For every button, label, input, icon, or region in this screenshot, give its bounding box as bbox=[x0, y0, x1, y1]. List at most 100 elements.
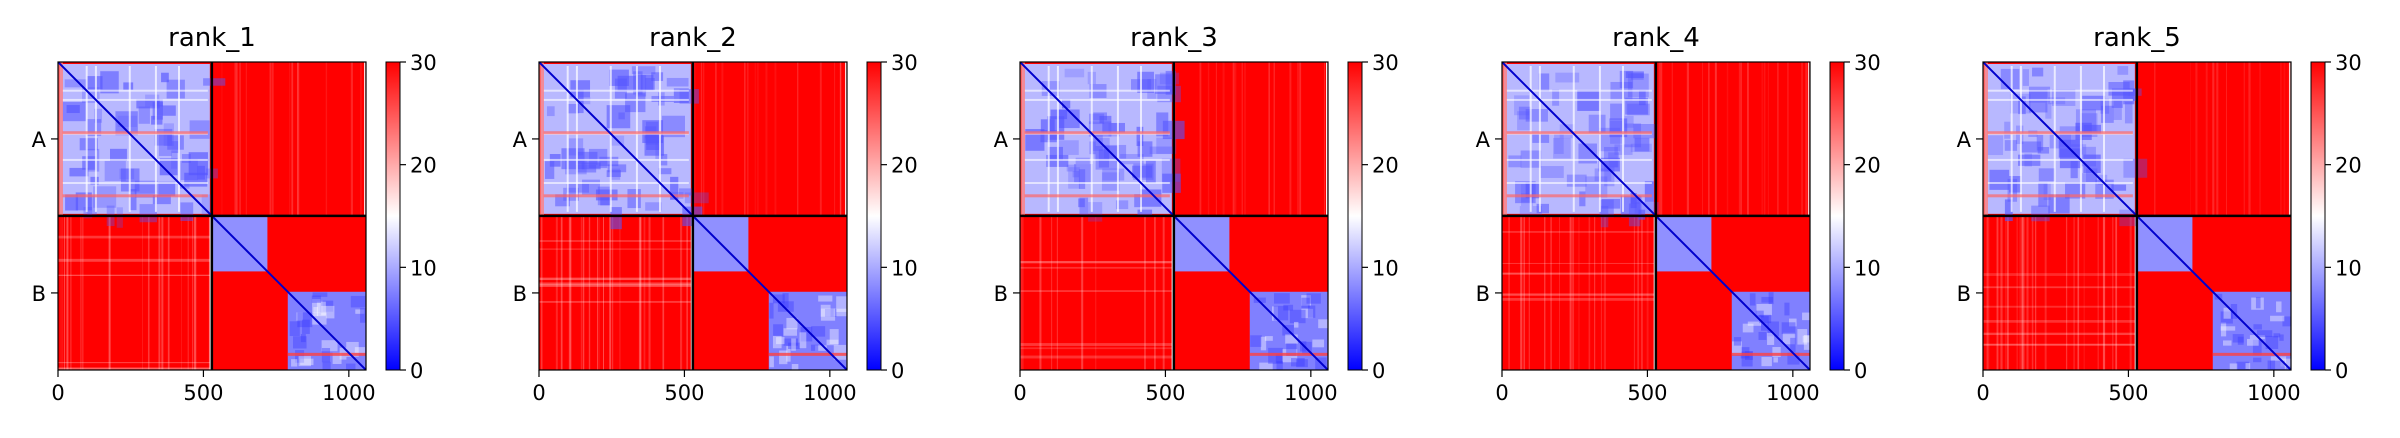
matrix-stripe bbox=[598, 215, 600, 370]
matrix-stripe bbox=[539, 277, 693, 281]
matrix-cell bbox=[833, 344, 846, 360]
matrix-stripe bbox=[62, 215, 64, 370]
matrix-stripe bbox=[269, 62, 272, 216]
matrix-cell bbox=[116, 207, 123, 228]
matrix-stripe bbox=[1983, 343, 2137, 346]
matrix-cell bbox=[1296, 359, 1308, 368]
matrix-cell bbox=[1293, 321, 1299, 328]
matrix-stripe bbox=[2134, 215, 2136, 370]
matrix-cell bbox=[355, 309, 365, 314]
matrix-cell bbox=[600, 195, 611, 206]
matrix-cell bbox=[297, 312, 313, 328]
matrix-cell bbox=[2037, 147, 2050, 154]
matrix-stripe bbox=[1289, 62, 1292, 216]
matrix-stripe bbox=[1987, 158, 2133, 161]
matrix-stripe bbox=[2212, 62, 2215, 216]
matrix-stripe bbox=[1235, 62, 1237, 216]
colorbar-tick-label: 10 bbox=[1372, 256, 1399, 280]
matrix-stripe bbox=[58, 258, 212, 262]
matrix-cell bbox=[815, 345, 827, 351]
matrix-cell bbox=[1761, 356, 1772, 367]
colorbar-tick-label: 0 bbox=[1854, 359, 1867, 383]
matrix-cell bbox=[321, 305, 327, 316]
matrix-cell bbox=[1260, 336, 1267, 351]
matrix-cell bbox=[2256, 330, 2273, 337]
matrix-stripe bbox=[1024, 98, 1170, 101]
matrix-cell bbox=[87, 195, 97, 216]
matrix-stripe bbox=[364, 62, 365, 216]
matrix-stripe bbox=[1686, 62, 1689, 216]
matrix-stripe bbox=[1715, 62, 1717, 216]
matrix-cell bbox=[2279, 334, 2284, 341]
matrix-cell bbox=[2083, 124, 2102, 135]
matrix-cell bbox=[2280, 358, 2291, 367]
matrix-stripe bbox=[1569, 215, 1572, 370]
matrix-cell bbox=[599, 156, 619, 167]
matrix-cell bbox=[110, 148, 127, 161]
matrix-cell bbox=[296, 312, 303, 321]
matrix-stripe bbox=[2226, 62, 2227, 216]
matrix-cell bbox=[2220, 311, 2233, 324]
matrix-stripe bbox=[2289, 62, 2291, 216]
matrix-cell bbox=[782, 293, 789, 308]
matrix-stripe bbox=[1808, 62, 1809, 216]
matrix-cell bbox=[1733, 337, 1742, 346]
x-tick-label: 1000 bbox=[803, 381, 856, 405]
matrix-cell bbox=[810, 344, 819, 351]
matrix-stripe bbox=[539, 248, 693, 250]
matrix-cell bbox=[1987, 135, 2004, 156]
colorbar-tick-label: 20 bbox=[410, 154, 437, 178]
matrix-stripe bbox=[690, 215, 693, 370]
matrix-cell bbox=[289, 321, 300, 336]
matrix-stripe bbox=[70, 215, 72, 370]
matrix-stripe bbox=[2134, 215, 2137, 370]
matrix-stripe bbox=[1633, 215, 1635, 370]
matrix-stripe bbox=[1808, 62, 1810, 216]
matrix-stripe bbox=[272, 62, 274, 216]
matrix-cell bbox=[354, 347, 366, 354]
matrix-cell bbox=[69, 167, 89, 177]
matrix-stripe bbox=[638, 215, 642, 370]
matrix-stripe bbox=[1171, 215, 1173, 370]
matrix-stripe bbox=[297, 62, 300, 216]
matrix-cell bbox=[631, 66, 656, 75]
matrix-stripe bbox=[1326, 62, 1328, 216]
matrix-stripe bbox=[560, 215, 563, 370]
matrix-cell bbox=[1271, 306, 1278, 321]
matrix-stripe bbox=[209, 215, 211, 370]
matrix-cell bbox=[161, 72, 169, 83]
matrix-stripe bbox=[62, 98, 208, 101]
matrix-cell bbox=[1156, 112, 1169, 137]
y-tick-label: B bbox=[513, 282, 527, 306]
matrix-stripe bbox=[2289, 62, 2291, 216]
matrix-cell bbox=[135, 180, 158, 198]
colorbar-frame bbox=[2310, 61, 2326, 371]
matrix-stripe bbox=[1578, 215, 1580, 370]
matrix-cell bbox=[773, 324, 784, 337]
matrix-stripe bbox=[1997, 215, 1999, 370]
matrix-cell bbox=[1554, 134, 1564, 154]
matrix-cell bbox=[1552, 89, 1560, 106]
matrix-stripe bbox=[1529, 66, 1532, 212]
matrix-stripe bbox=[2215, 62, 2218, 216]
matrix-stripe bbox=[611, 215, 614, 370]
matrix-stripe bbox=[659, 66, 662, 212]
y-tick-label: A bbox=[1476, 128, 1491, 152]
matrix-cell bbox=[298, 356, 312, 367]
matrix-stripe bbox=[1538, 66, 1541, 212]
matrix-stripe bbox=[1983, 286, 2137, 289]
matrix-cell bbox=[1761, 316, 1769, 331]
matrix-cell bbox=[62, 102, 86, 122]
matrix-cell bbox=[2032, 67, 2044, 77]
matrix-stripe bbox=[2097, 215, 2099, 370]
matrix-stripe bbox=[839, 62, 842, 216]
matrix-cell bbox=[1802, 312, 1810, 321]
matrix-cell bbox=[836, 296, 847, 312]
matrix-cell bbox=[609, 69, 629, 86]
matrix-cell bbox=[1078, 198, 1085, 208]
matrix-cell bbox=[791, 338, 796, 351]
matrix-cell bbox=[1103, 144, 1127, 159]
matrix-stripe bbox=[209, 215, 211, 370]
colorbar-tick-label: 10 bbox=[891, 256, 918, 280]
